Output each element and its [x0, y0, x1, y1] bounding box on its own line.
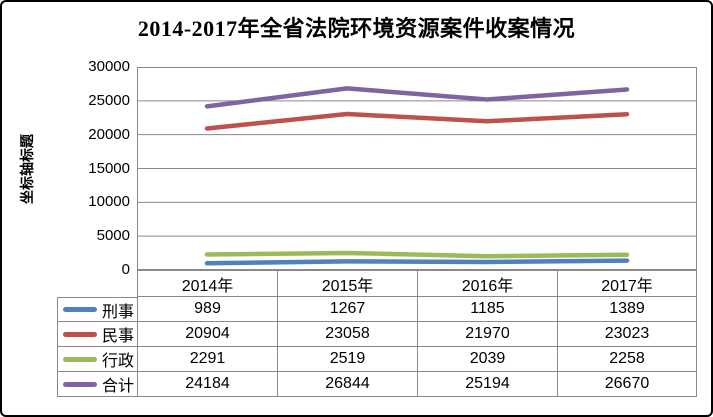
- table-value-cell: 2039: [417, 347, 557, 372]
- table-value-cell: 23023: [557, 322, 697, 347]
- legend-label: 刑事: [101, 303, 134, 321]
- legend-key-cell: 民事: [57, 322, 137, 347]
- chart-title: 2014-2017年全省法院环境资源案件收案情况: [137, 16, 576, 41]
- y-axis-title: 坐标轴标题: [19, 134, 35, 204]
- table-value-cell: 2258: [557, 347, 697, 372]
- table-value-cell: 2519: [277, 347, 417, 372]
- table-value-cell: 26670: [557, 372, 697, 397]
- table-value-cell: 1267: [277, 297, 417, 322]
- category-label: 2017年: [557, 270, 697, 297]
- table-value-cell: 26844: [277, 372, 417, 397]
- series-line-0: [204, 258, 630, 266]
- table-value-cell: 25194: [417, 372, 557, 397]
- y-tick-label: 25000: [88, 91, 130, 109]
- y-tick-label: 30000: [88, 58, 130, 75]
- series-line-2: [204, 250, 630, 259]
- legend-label: 合计: [101, 378, 134, 395]
- table-value-cell: 21970: [417, 322, 557, 347]
- table-value-cell: 20904: [137, 322, 277, 347]
- y-tick-label: 5000: [96, 227, 130, 245]
- table-value-cell: 2291: [137, 347, 277, 372]
- table-corner-cell: [57, 270, 137, 297]
- category-label: 2015年: [277, 270, 417, 297]
- table-value-cell: 1389: [557, 297, 697, 322]
- y-tick-label: 10000: [88, 193, 130, 211]
- table-value-cell: 24184: [137, 372, 277, 397]
- legend-line-swatch: [62, 356, 97, 362]
- plot-area: [137, 67, 697, 270]
- series-line-3: [204, 86, 630, 109]
- legend-key-cell: 合计: [57, 372, 137, 397]
- series-line-1: [204, 111, 630, 131]
- y-tick-label: 0: [121, 261, 130, 278]
- category-label: 2016年: [417, 270, 557, 297]
- legend-line-swatch: [62, 307, 97, 312]
- legend-key-cell: 刑事: [57, 297, 137, 322]
- legend-label: 行政: [101, 353, 134, 370]
- legend-label: 民事: [101, 328, 134, 345]
- table-value-cell: 23058: [277, 322, 417, 347]
- legend-key-cell: 行政: [57, 347, 137, 372]
- y-tick-label: 20000: [88, 125, 130, 143]
- category-label: 2014年: [137, 270, 277, 297]
- table-value-cell: 1185: [417, 297, 557, 322]
- table-value-cell: 989: [137, 297, 277, 322]
- legend-line-swatch: [62, 331, 97, 337]
- y-tick-label: 15000: [88, 159, 130, 177]
- legend-line-swatch: [62, 381, 97, 387]
- chart-data-table: 2014年 2015年 2016年 2017年 刑事 989 1267 1185 1389 民事 2…: [57, 270, 697, 397]
